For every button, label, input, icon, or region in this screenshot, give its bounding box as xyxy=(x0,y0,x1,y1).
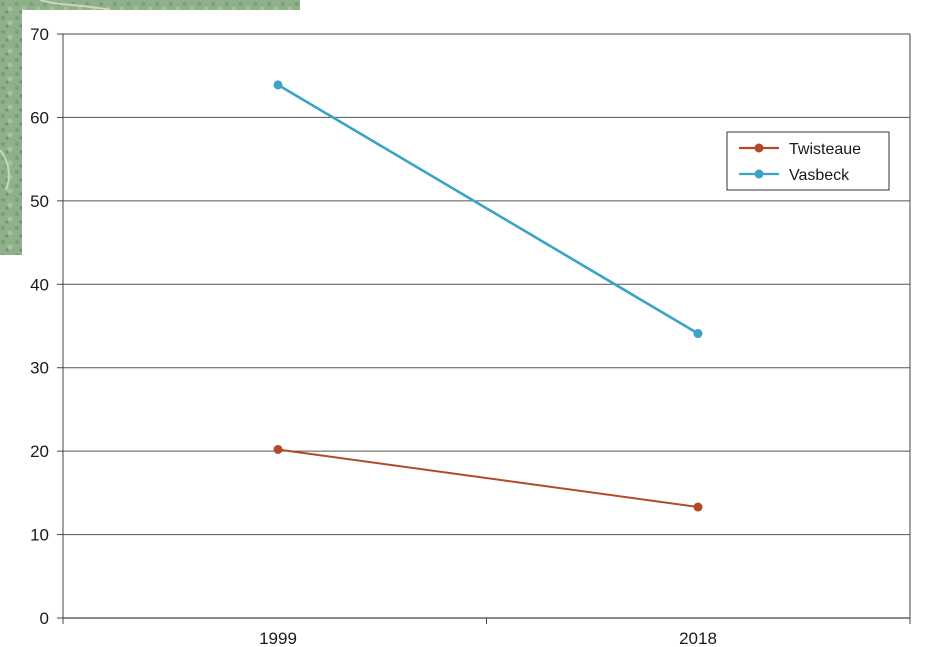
data-point-vasbeck-1999 xyxy=(273,80,283,90)
legend-marker-twisteaue xyxy=(754,143,764,153)
y-tick-label: 50 xyxy=(30,192,49,211)
y-tick-label: 70 xyxy=(30,25,49,44)
series-lines xyxy=(273,80,703,512)
legend-label-twisteaue: Twisteaue xyxy=(789,141,861,158)
legend-box xyxy=(726,131,890,191)
x-tick-label: 1999 xyxy=(259,629,297,647)
legend: Twisteaue Vasbeck xyxy=(726,131,890,191)
data-point-twisteaue-1999 xyxy=(273,444,283,454)
y-tick-label: 30 xyxy=(30,359,49,378)
series-line-twisteaue xyxy=(277,448,699,509)
legend-marker-vasbeck xyxy=(754,169,764,179)
y-tick-label: 60 xyxy=(30,108,49,127)
axes: 0 10 20 30 40 50 60 70 1999 2018 xyxy=(30,25,911,647)
chart-background xyxy=(22,10,935,647)
data-point-vasbeck-2018 xyxy=(693,329,703,339)
data-point-twisteaue-2018 xyxy=(693,502,703,512)
y-tick-label: 40 xyxy=(30,275,49,294)
y-tick-label: 0 xyxy=(40,609,49,628)
y-tick-label: 10 xyxy=(30,526,49,545)
y-tick-label: 20 xyxy=(30,442,49,461)
x-tick-label: 2018 xyxy=(679,629,717,647)
legend-label-vasbeck: Vasbeck xyxy=(789,167,850,184)
series-line-vasbeck xyxy=(277,83,699,335)
